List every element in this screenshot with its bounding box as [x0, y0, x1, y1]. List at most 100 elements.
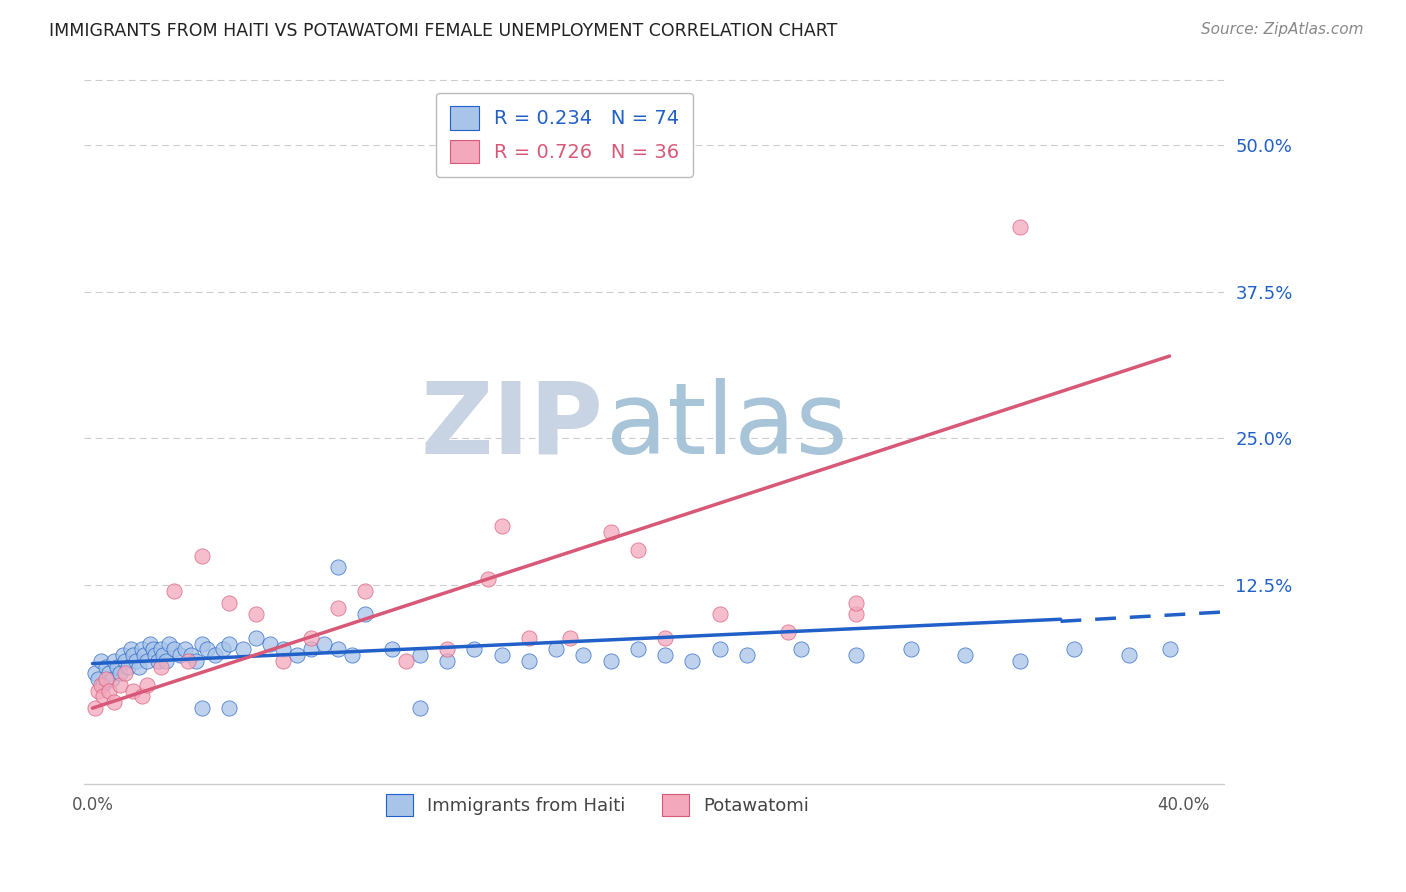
Point — [245, 607, 267, 622]
Point — [558, 631, 581, 645]
Point — [1008, 654, 1031, 668]
Point — [845, 595, 868, 609]
Point — [108, 665, 131, 680]
Point — [544, 642, 567, 657]
Point — [477, 572, 499, 586]
Point — [953, 648, 976, 663]
Point — [114, 665, 136, 680]
Point — [134, 648, 156, 663]
Point — [105, 660, 128, 674]
Point — [627, 642, 650, 657]
Point — [103, 695, 125, 709]
Point — [157, 637, 180, 651]
Point — [131, 642, 153, 657]
Point — [146, 654, 169, 668]
Point — [654, 648, 676, 663]
Point — [1159, 642, 1181, 657]
Point — [190, 549, 212, 563]
Point — [143, 648, 166, 663]
Point — [190, 637, 212, 651]
Point — [299, 642, 322, 657]
Point — [299, 631, 322, 645]
Point — [174, 642, 197, 657]
Point — [572, 648, 595, 663]
Point — [163, 583, 186, 598]
Point — [326, 560, 349, 574]
Point — [96, 672, 118, 686]
Point — [114, 654, 136, 668]
Point — [186, 654, 208, 668]
Point — [326, 601, 349, 615]
Point — [735, 648, 758, 663]
Point — [845, 648, 868, 663]
Point — [149, 660, 172, 674]
Text: Source: ZipAtlas.com: Source: ZipAtlas.com — [1201, 22, 1364, 37]
Point — [409, 701, 432, 715]
Point — [97, 683, 120, 698]
Point — [149, 642, 172, 657]
Text: ZIP: ZIP — [420, 378, 603, 475]
Point — [463, 642, 485, 657]
Point — [120, 642, 142, 657]
Point — [354, 583, 377, 598]
Point — [204, 648, 226, 663]
Point — [245, 631, 267, 645]
Point — [117, 660, 139, 674]
Point — [100, 672, 122, 686]
Point — [1008, 219, 1031, 234]
Point — [491, 648, 513, 663]
Point — [93, 690, 115, 704]
Point — [273, 642, 295, 657]
Point — [155, 654, 177, 668]
Point — [84, 701, 107, 715]
Point — [122, 648, 145, 663]
Point — [152, 648, 174, 663]
Point — [231, 642, 253, 657]
Point — [108, 678, 131, 692]
Point — [436, 642, 458, 657]
Point — [90, 654, 112, 668]
Point — [326, 642, 349, 657]
Point — [273, 654, 295, 668]
Point — [84, 665, 107, 680]
Point — [709, 607, 731, 622]
Point — [900, 642, 922, 657]
Point — [87, 683, 110, 698]
Point — [395, 654, 418, 668]
Text: atlas: atlas — [606, 378, 848, 475]
Point — [131, 690, 153, 704]
Point — [87, 672, 110, 686]
Point — [163, 642, 186, 657]
Point — [709, 642, 731, 657]
Point — [1118, 648, 1140, 663]
Point — [195, 642, 218, 657]
Point — [90, 678, 112, 692]
Point — [436, 654, 458, 668]
Point — [218, 595, 240, 609]
Point — [776, 624, 799, 639]
Point — [259, 637, 281, 651]
Point — [136, 654, 159, 668]
Text: IMMIGRANTS FROM HAITI VS POTAWATOMI FEMALE UNEMPLOYMENT CORRELATION CHART: IMMIGRANTS FROM HAITI VS POTAWATOMI FEMA… — [49, 22, 838, 40]
Point — [314, 637, 336, 651]
Point — [169, 648, 191, 663]
Point — [103, 654, 125, 668]
Point — [627, 542, 650, 557]
Point — [218, 637, 240, 651]
Point — [96, 660, 118, 674]
Point — [340, 648, 363, 663]
Point — [599, 654, 621, 668]
Point — [111, 648, 134, 663]
Point — [845, 607, 868, 622]
Point — [285, 648, 308, 663]
Point — [517, 631, 540, 645]
Point — [125, 654, 148, 668]
Point — [491, 519, 513, 533]
Point — [180, 648, 202, 663]
Legend: Immigrants from Haiti, Potawatomi: Immigrants from Haiti, Potawatomi — [377, 786, 818, 825]
Point — [790, 642, 813, 657]
Point — [517, 654, 540, 668]
Point — [218, 701, 240, 715]
Point — [97, 665, 120, 680]
Point — [177, 654, 200, 668]
